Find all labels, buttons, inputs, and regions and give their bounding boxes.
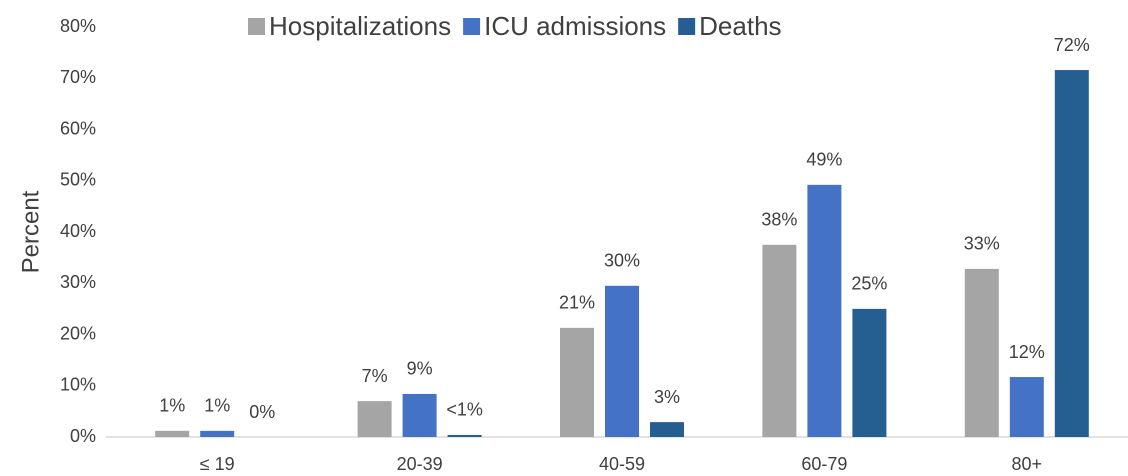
y-tick-label: 50% bbox=[60, 170, 96, 190]
x-tick-label: 20-39 bbox=[397, 454, 443, 474]
value-label: 7% bbox=[362, 366, 388, 386]
value-label: 0% bbox=[249, 402, 275, 422]
y-tick-label: 10% bbox=[60, 375, 96, 395]
bar bbox=[402, 393, 437, 437]
bar bbox=[964, 268, 999, 437]
y-tick-label: 0% bbox=[70, 426, 96, 446]
legend-swatch bbox=[463, 18, 481, 35]
y-tick-label: 60% bbox=[60, 118, 96, 138]
bar bbox=[650, 422, 684, 437]
bar bbox=[1009, 377, 1044, 437]
legend-label: Deaths bbox=[699, 11, 781, 41]
value-label: 1% bbox=[204, 396, 230, 416]
y-tick-label: 40% bbox=[60, 221, 96, 241]
x-tick-label: 40-59 bbox=[599, 454, 645, 474]
legend-label: ICU admissions bbox=[484, 11, 666, 41]
value-label: 25% bbox=[851, 274, 887, 294]
y-tick-label: 20% bbox=[60, 323, 96, 343]
bar bbox=[1054, 70, 1089, 438]
value-label: 38% bbox=[761, 210, 797, 230]
value-label: 1% bbox=[159, 396, 185, 416]
bar bbox=[560, 327, 594, 437]
bar bbox=[762, 244, 797, 437]
value-label: 30% bbox=[604, 251, 640, 271]
y-tick-label: 70% bbox=[60, 67, 96, 87]
y-tick-label: 30% bbox=[60, 272, 96, 292]
value-label: 49% bbox=[806, 150, 842, 170]
value-label: 12% bbox=[1009, 342, 1045, 362]
x-tick-label: 60-79 bbox=[801, 454, 847, 474]
value-label: 33% bbox=[964, 234, 1000, 254]
legend-swatch bbox=[248, 18, 265, 35]
y-tick-label: 80% bbox=[60, 16, 96, 36]
legend-swatch bbox=[678, 18, 696, 35]
bar bbox=[155, 430, 190, 437]
bar bbox=[357, 401, 392, 437]
y-axis-label: Percent bbox=[17, 190, 44, 273]
value-label: 9% bbox=[407, 359, 433, 379]
value-label: <1% bbox=[446, 400, 483, 420]
bar bbox=[447, 434, 482, 437]
value-label: 72% bbox=[1054, 35, 1090, 55]
bar bbox=[200, 430, 235, 437]
value-label: 3% bbox=[654, 387, 680, 407]
x-tick-label: ≤ 19 bbox=[200, 454, 235, 474]
x-tick-label: 80+ bbox=[1012, 454, 1043, 474]
value-label: 21% bbox=[559, 293, 595, 313]
bar bbox=[852, 308, 887, 437]
bar bbox=[807, 184, 842, 437]
bar bbox=[605, 285, 639, 437]
legend-label: Hospitalizations bbox=[269, 11, 451, 41]
